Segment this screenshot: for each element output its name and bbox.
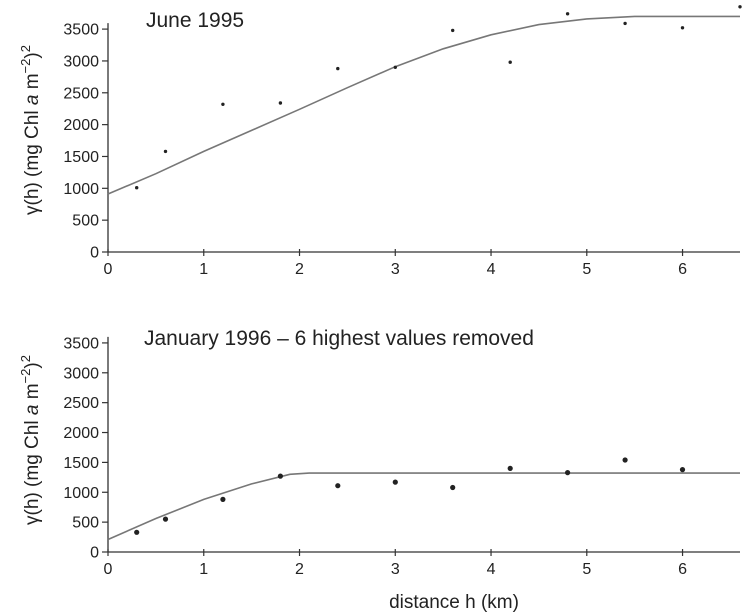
x-axis-label: distance h (km) [389, 592, 519, 613]
data-point [393, 65, 397, 70]
y-tick-label: 2000 [63, 117, 99, 134]
data-point [450, 484, 456, 491]
data-point [451, 28, 455, 33]
x-tick-label: 0 [104, 561, 113, 578]
data-point [335, 483, 341, 489]
y-tick-label: 1000 [63, 485, 99, 502]
data-point [507, 465, 513, 471]
y-tick-label: 2000 [63, 425, 99, 442]
x-tick-label: 4 [487, 561, 496, 578]
x-tick-label: 1 [199, 261, 208, 278]
y-tick-label: 3000 [63, 365, 99, 382]
data-point [565, 12, 570, 16]
data-point [134, 529, 140, 535]
data-point [738, 5, 742, 9]
y-tick-label: 1000 [63, 181, 99, 198]
data-point [565, 470, 571, 476]
y-axis-label: γ(h) (mg Chl a m−2)2 [18, 45, 43, 215]
x-tick-label: 2 [295, 561, 304, 578]
y-tick-label: 0 [90, 545, 99, 562]
x-tick-label: 6 [678, 261, 687, 278]
x-tick-label: 1 [199, 561, 208, 578]
data-point [278, 101, 283, 105]
panel-title: January 1996 – 6 highest values removed [144, 327, 534, 350]
x-tick-label: 3 [391, 261, 400, 278]
y-tick-label: 2500 [63, 395, 99, 412]
y-tick-label: 500 [72, 213, 99, 230]
y-tick-label: 0 [90, 245, 99, 262]
data-point [336, 66, 340, 71]
panel-title: June 1995 [146, 9, 244, 32]
x-tick-label: 3 [391, 561, 400, 578]
x-tick-label: 4 [487, 261, 496, 278]
panel-january-1996: January 1996 – 6 highest values removed … [18, 327, 740, 613]
data-point [680, 26, 685, 30]
panel-june-1995: June 1995 γ(h) (mg Chl a m−2)2 0 500 1000 1… [18, 5, 742, 278]
data-point [221, 102, 225, 107]
model-fit-line [107, 15, 740, 195]
x-tick-label: 6 [678, 561, 687, 578]
y-axis-label: γ(h) (mg Chl a m−2)2 [18, 355, 43, 525]
y-tick-label: 3000 [63, 53, 99, 70]
data-point [163, 149, 168, 154]
x-tick-label: 2 [295, 261, 304, 278]
y-tick-label: 3500 [63, 22, 99, 39]
y-tick-label: 3500 [63, 335, 99, 352]
data-point [162, 516, 169, 522]
model-fit-line [107, 472, 740, 541]
data-point [220, 496, 226, 502]
data-point [508, 60, 512, 64]
x-tick-label: 5 [582, 561, 591, 578]
y-tick-label: 500 [72, 515, 99, 532]
data-point [679, 467, 686, 473]
y-tick-label: 2500 [63, 85, 99, 102]
data-point [392, 479, 398, 485]
x-tick-label: 5 [582, 261, 591, 278]
y-tick-label: 1500 [63, 149, 99, 166]
y-tick-label: 1500 [63, 455, 99, 472]
data-point [622, 457, 628, 463]
data-point [135, 186, 139, 190]
data-point [277, 473, 283, 479]
data-point [623, 21, 627, 26]
x-tick-label: 0 [104, 261, 113, 278]
